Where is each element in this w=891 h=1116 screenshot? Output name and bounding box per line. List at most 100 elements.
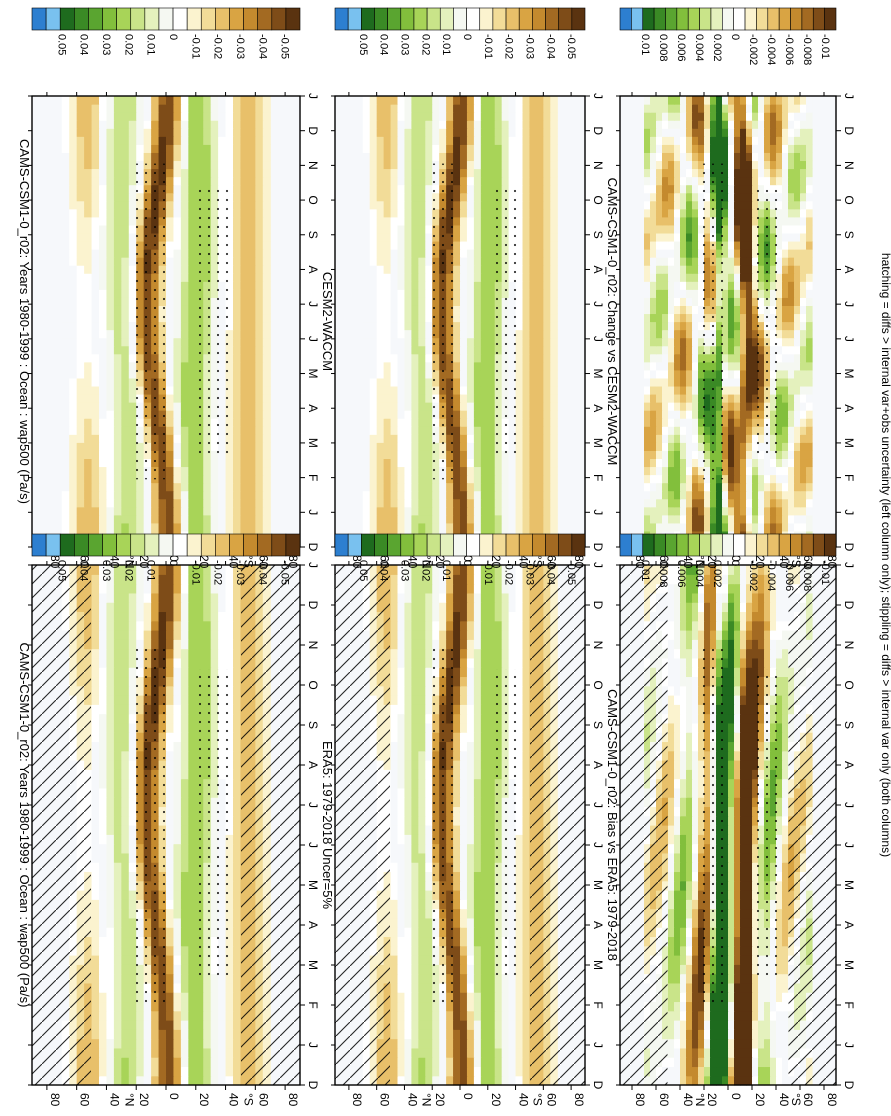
heatmap-cell [173, 176, 182, 186]
heatmap-cell [188, 769, 197, 780]
heatmap-cell [173, 806, 182, 817]
heatmap-cell [91, 418, 100, 427]
heatmap-cell [69, 176, 78, 186]
heatmap-cell [460, 815, 468, 826]
heatmap-cell [466, 917, 475, 928]
heatmap-cell [411, 602, 419, 613]
heatmap-cell [166, 184, 175, 194]
heatmap-cell [99, 490, 108, 500]
heatmap-cell [508, 574, 517, 585]
heatmap-cell [180, 104, 189, 113]
heatmap-cell [255, 112, 264, 121]
heatmap-cell [255, 208, 264, 218]
heatmap-cell [453, 1029, 461, 1040]
heatmap-cell [432, 565, 440, 575]
heatmap-cell [425, 574, 433, 585]
heatmap-cell [91, 825, 100, 835]
heatmap-cell [480, 602, 489, 613]
heatmap-cell [121, 806, 130, 817]
heatmap-cell [166, 741, 175, 752]
heatmap-cell [99, 964, 108, 975]
month-tick-label: J [306, 336, 320, 342]
heatmap-cell [240, 120, 249, 129]
heatmap-cell [404, 843, 412, 854]
heatmap-cell [106, 667, 115, 678]
heatmap-cell [473, 574, 482, 585]
heatmap-cell [106, 704, 115, 715]
heatmap-cell [233, 1020, 242, 1030]
heatmap-cell [411, 880, 419, 891]
heatmap-cell [113, 482, 122, 492]
heatmap-cell [529, 498, 537, 508]
heatmap-cell [195, 592, 204, 603]
heatmap-cell [166, 313, 175, 323]
heatmap-cell [247, 208, 256, 218]
heatmap-cell [61, 224, 70, 234]
heatmap-cell [397, 695, 406, 705]
heatmap-cell [247, 369, 256, 379]
heatmap-cell [480, 973, 489, 984]
heatmap-cell [61, 321, 70, 331]
heatmap-cell [460, 611, 468, 622]
heatmap-cell [210, 144, 219, 153]
heatmap-cell [69, 240, 78, 250]
heatmap-cell [121, 297, 130, 306]
heatmap-cell [180, 1010, 189, 1021]
heatmap-cell [69, 377, 78, 387]
heatmap-cell [166, 393, 175, 403]
heatmap-cell [233, 144, 242, 153]
heatmap-cell [158, 498, 167, 508]
heatmap-cell [91, 722, 100, 733]
heatmap-cell [494, 639, 503, 650]
heatmap-cell [76, 184, 85, 194]
heatmap-cell [166, 152, 175, 162]
heatmap-cell [210, 630, 219, 640]
heatmap-cell [460, 908, 468, 919]
heatmap-cell [91, 917, 100, 928]
heatmap-cell [128, 1038, 137, 1049]
heatmap-cell [61, 249, 70, 258]
heatmap-cell [128, 992, 137, 1003]
heatmap-cell [188, 402, 197, 411]
heatmap-cell [128, 741, 137, 752]
heatmap-cell [508, 1075, 517, 1086]
heatmap-cell [418, 713, 426, 724]
heatmap-cell [180, 639, 189, 650]
heatmap-cell [522, 945, 531, 956]
heatmap-cell [166, 249, 175, 258]
heatmap-cell [84, 393, 93, 403]
heatmap-cell [76, 385, 85, 395]
heatmap-cell [106, 208, 115, 218]
heatmap-cell [188, 257, 197, 266]
heatmap-cell [404, 565, 412, 575]
heatmap-cell [233, 583, 242, 594]
heatmap-cell [210, 482, 219, 492]
heatmap-cell [173, 1047, 182, 1058]
heatmap-cell [106, 602, 115, 613]
heatmap-cell [262, 297, 271, 306]
heatmap-cell [404, 982, 412, 993]
heatmap-cell [460, 657, 468, 668]
heatmap-cell [121, 639, 130, 650]
heatmap-cell [106, 160, 115, 170]
heatmap-cell [99, 216, 108, 226]
lat-tick-label: 60 [256, 1093, 270, 1107]
heatmap-cell [113, 184, 122, 194]
heatmap-cell [480, 1001, 489, 1012]
heatmap-cell [240, 224, 249, 234]
heatmap-cell [106, 815, 115, 826]
heatmap-cell [397, 852, 406, 863]
heatmap-cells [61, 96, 271, 548]
heatmap-cell [113, 168, 122, 178]
heatmap-cell [76, 506, 85, 516]
heatmap-cell [473, 583, 482, 594]
heatmap-cell [225, 506, 234, 516]
heatmap-cell [390, 695, 399, 705]
heatmap-cell [166, 592, 175, 603]
heatmap-cell [240, 257, 249, 266]
heatmap-cell [404, 1020, 412, 1030]
heatmap-cell [151, 128, 160, 137]
heatmap-cell [173, 426, 182, 435]
heatmap-cell [473, 927, 482, 938]
heatmap-cell [522, 602, 531, 613]
